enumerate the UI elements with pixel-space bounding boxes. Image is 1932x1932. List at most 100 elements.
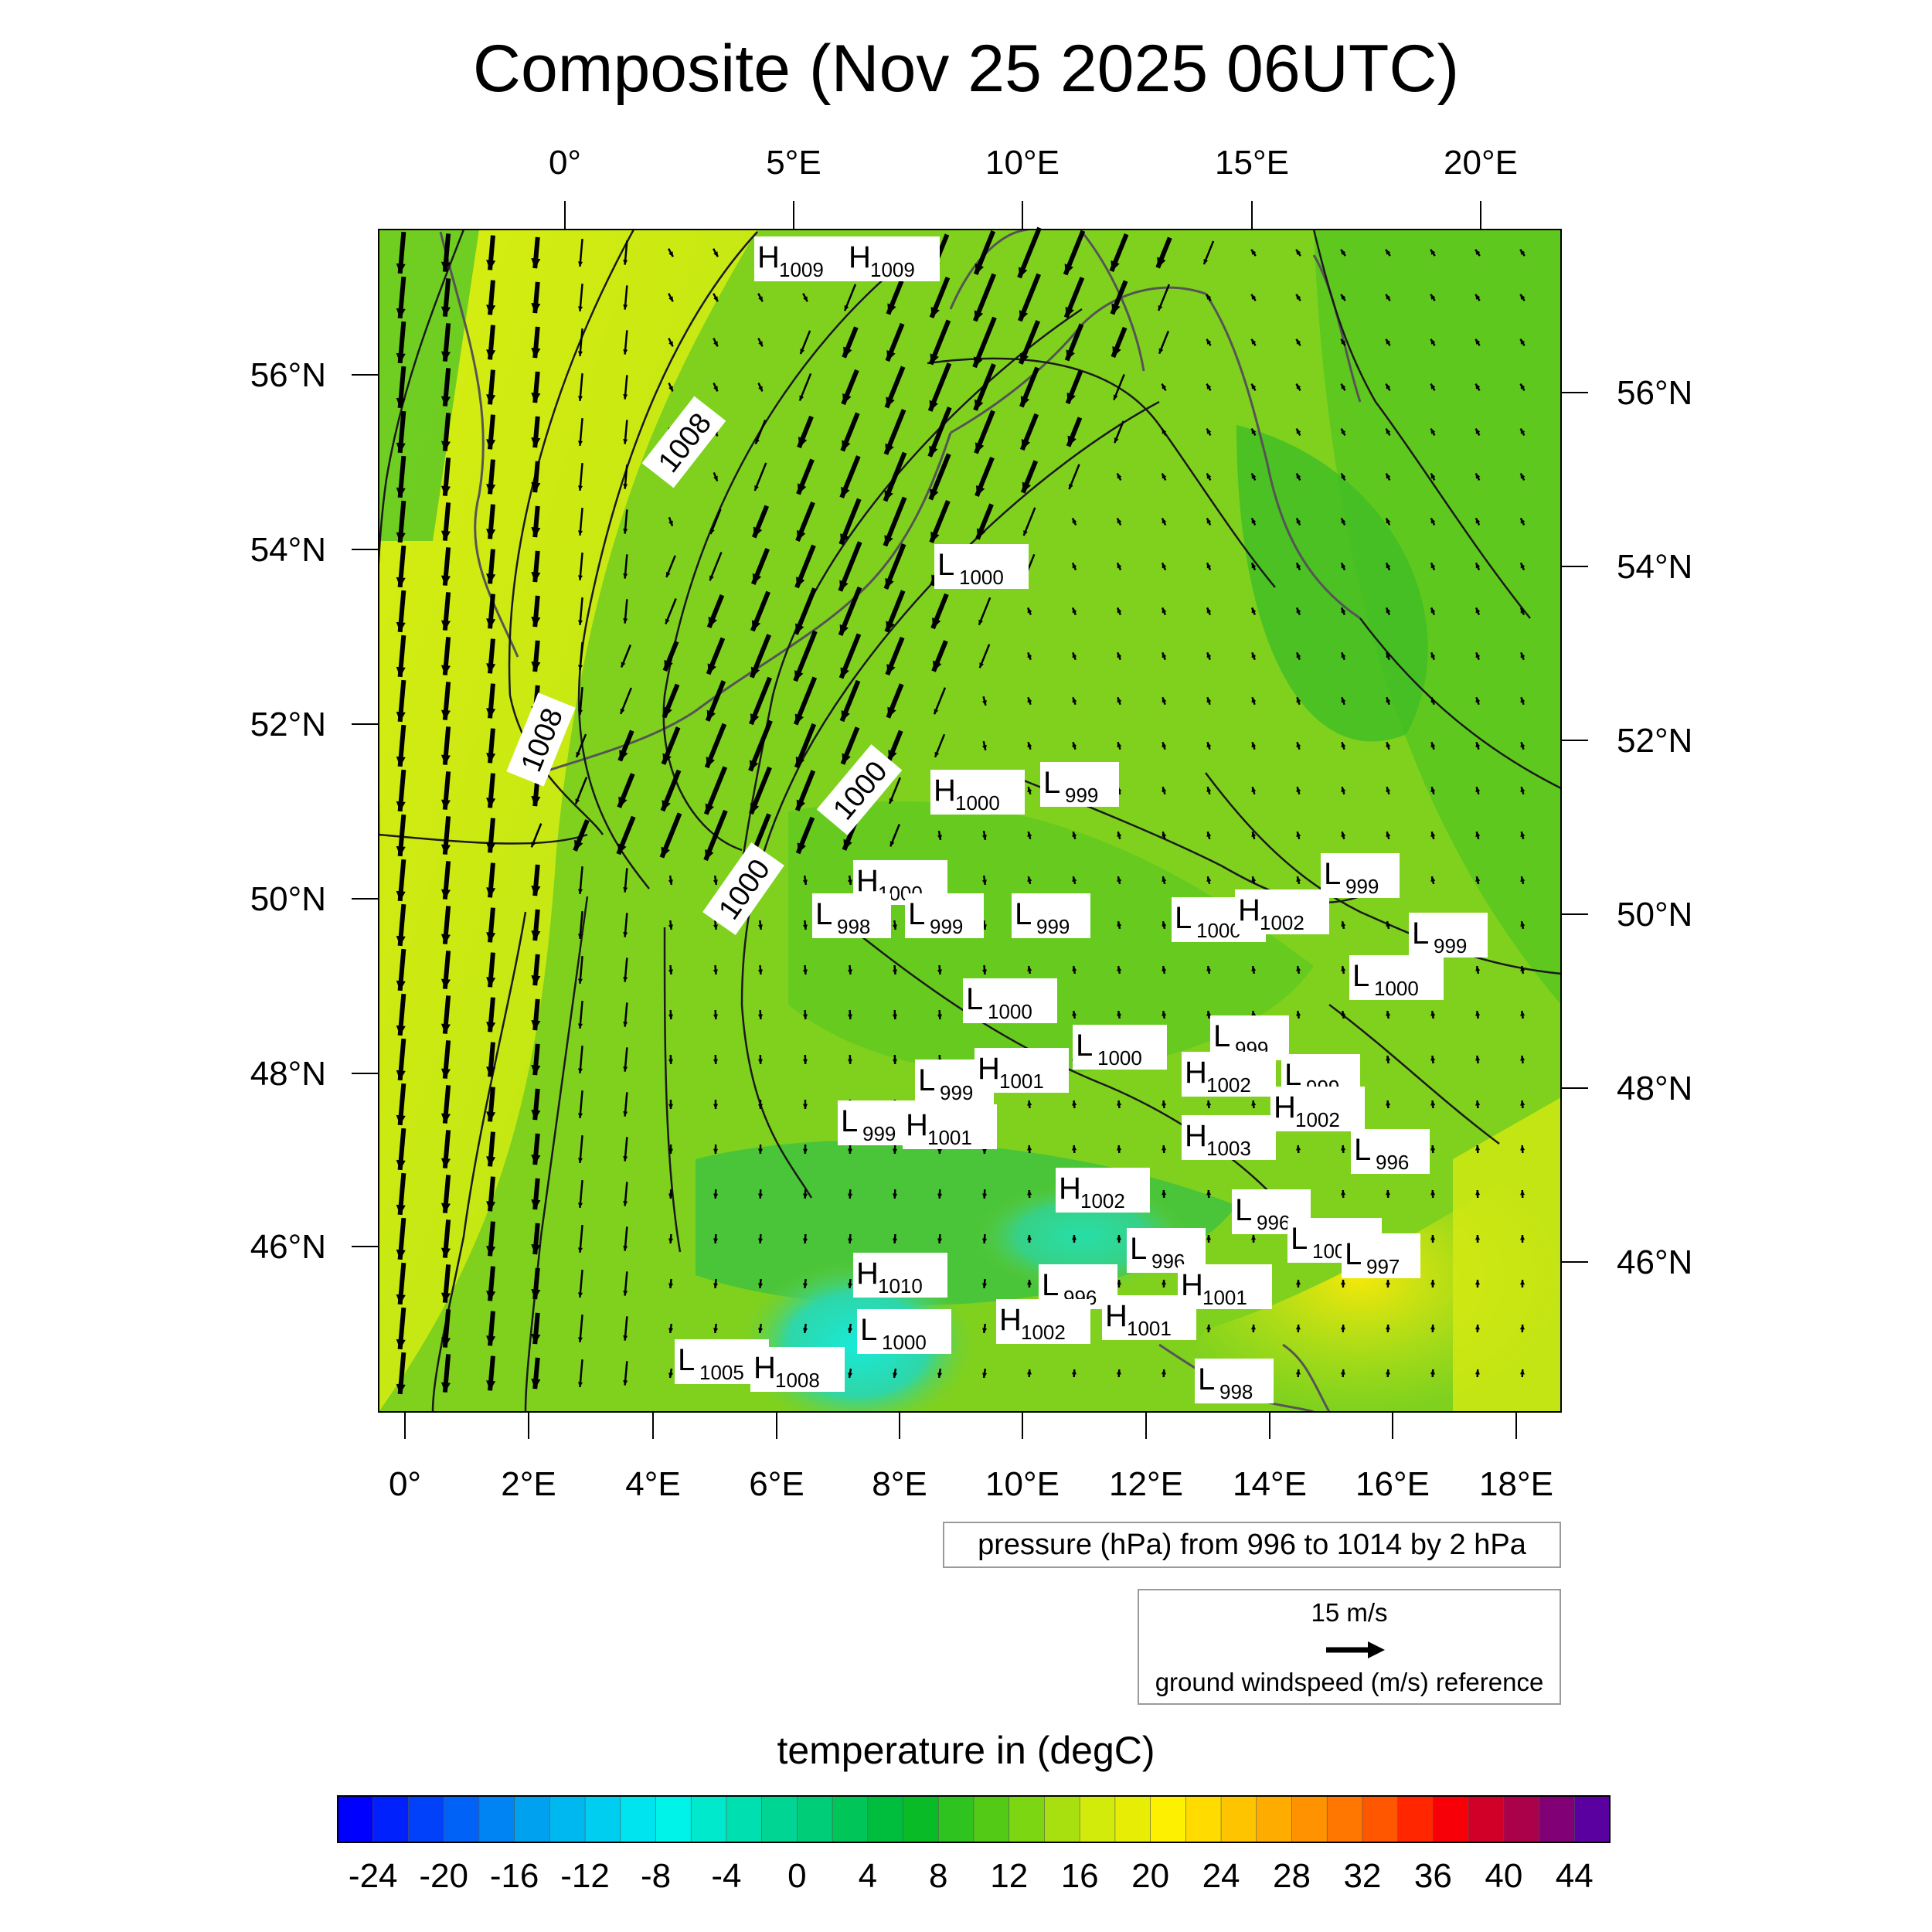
wind-arrow-head: [1206, 1100, 1212, 1106]
pressure-center-letter: H: [978, 1052, 1000, 1086]
wind-arrow-head: [1295, 1325, 1301, 1330]
wind-arrow-head: [1341, 294, 1346, 300]
wind-arrow-head: [929, 400, 938, 411]
wind-arrow-head: [1251, 1100, 1257, 1106]
wind-arrow-head: [663, 706, 672, 718]
lon-label: 5°E: [766, 144, 821, 182]
wind-arrow-head: [975, 399, 984, 410]
wind-arrow-head: [531, 258, 541, 269]
graticule-ticks: [352, 201, 1588, 1439]
wind-arrow-head: [1520, 383, 1526, 389]
wind-arrow-head: [794, 670, 804, 682]
wind-arrow-head: [668, 924, 673, 930]
wind-arrow-head: [396, 845, 406, 856]
wind-arrow-head: [802, 1193, 808, 1199]
high-pressure-center: H 1002: [1056, 1168, 1150, 1213]
wind-arrow-head: [892, 969, 898, 975]
wind-arrow-head: [1520, 294, 1526, 300]
wind-arrow-head: [665, 572, 671, 578]
wind-arrow-head: [1162, 832, 1167, 838]
map-title: Composite (Nov 25 2025 06UTC): [472, 32, 1460, 106]
wind-arrow-head: [706, 709, 716, 721]
wind-arrow-head: [1206, 652, 1212, 658]
wind-arrow-head: [1520, 1190, 1526, 1196]
wind-arrow-head: [668, 296, 673, 302]
wind-arrow-head: [1430, 1100, 1436, 1106]
wind-arrow-head: [577, 306, 583, 311]
wind-arrow-head: [1475, 1235, 1481, 1240]
wind-arrow-head: [937, 1148, 943, 1154]
colorbar-tick-label: -4: [711, 1857, 741, 1895]
wind-arrow-head: [577, 1382, 583, 1387]
wind-arrow-head: [1206, 428, 1212, 434]
wind-arrow-head: [1206, 966, 1212, 971]
low-pressure-center: L 996: [1351, 1129, 1430, 1174]
wind-arrow-head: [842, 753, 851, 764]
wind-arrow-head: [1072, 832, 1077, 838]
pressure-center-letter: L: [1042, 1268, 1059, 1302]
wind-arrow-head: [1157, 257, 1166, 268]
wind-arrow-head: [1385, 1369, 1390, 1375]
pressure-center-letter: L: [1076, 1029, 1093, 1063]
wind-arrow-head: [892, 1238, 898, 1243]
pressure-center-value: 1000: [882, 1331, 927, 1354]
wind-arrow-head: [1162, 563, 1167, 569]
wind-arrow-head: [982, 1372, 988, 1378]
pressure-center-letter: L: [1284, 1058, 1301, 1092]
wind-arrow-head: [802, 1148, 808, 1154]
colorbar-tick-label: -24: [349, 1857, 398, 1895]
pressure-center-value: 1009: [779, 258, 824, 281]
wind-arrow-head: [1341, 921, 1346, 927]
wind-arrow-head: [1520, 787, 1526, 793]
wind-arrow-head: [486, 260, 496, 270]
wind-reference-speed: 15 m/s: [1311, 1598, 1388, 1627]
colorbar-cell: [1150, 1795, 1187, 1843]
low-pressure-center: L 1000: [963, 978, 1057, 1023]
wind-arrow-head: [1251, 383, 1257, 389]
wind-arrow-head: [1072, 1011, 1077, 1016]
wind-arrow-head: [893, 1372, 898, 1378]
wind-arrow-head: [885, 577, 894, 589]
wind-arrow-head: [1027, 1190, 1032, 1196]
colorbar-tick-label: 44: [1556, 1857, 1594, 1895]
wind-arrow-head: [576, 751, 581, 757]
wind-arrow-head: [802, 1059, 808, 1064]
wind-arrow-head: [1072, 697, 1077, 703]
colorbar-cell: [584, 1795, 621, 1843]
colorbar-cell: [973, 1795, 1010, 1843]
wind-arrow-head: [396, 1294, 406, 1304]
wind-arrow-head: [1386, 294, 1391, 300]
wind-arrow-head: [976, 485, 985, 496]
wind-arrow-head: [800, 349, 805, 355]
wind-arrow-head: [1251, 742, 1257, 748]
wind-arrow-head: [668, 879, 673, 885]
wind-arrow-head: [758, 386, 763, 392]
wind-arrow-head: [668, 1372, 674, 1378]
wind-arrow-head: [713, 1193, 719, 1199]
wind-arrow-head: [531, 1244, 541, 1255]
wind-arrow-head: [841, 486, 850, 498]
wind-arrow-head: [930, 531, 940, 543]
wind-arrow: [978, 597, 992, 626]
high-pressure-center: H 1001: [1102, 1295, 1196, 1340]
pressure-center-letter: H: [1059, 1172, 1081, 1206]
wind-arrow-head: [486, 1380, 496, 1391]
wind-arrow-head: [486, 1111, 496, 1122]
wind-arrow-head: [531, 842, 536, 848]
wind-arrow-head: [623, 618, 628, 624]
wind-arrow-head: [1430, 518, 1436, 524]
wind-arrow-head: [1430, 1369, 1435, 1375]
wind-arrow-head: [1251, 607, 1257, 614]
wind-reference-caption: ground windspeed (m/s) reference: [1155, 1668, 1544, 1696]
pressure-center-value: 997: [1366, 1255, 1400, 1278]
wind-arrow-head: [884, 535, 893, 546]
wind-arrow-head: [1386, 338, 1391, 345]
wind-arrow-head: [440, 1382, 451, 1393]
wind-arrow-head: [713, 1148, 719, 1154]
wind-arrow-head: [623, 394, 628, 400]
colorbar-cell: [549, 1795, 586, 1843]
wind-arrow-head: [577, 440, 583, 446]
wind-arrow-head: [1341, 652, 1346, 658]
wind-arrow-head: [1162, 518, 1167, 524]
